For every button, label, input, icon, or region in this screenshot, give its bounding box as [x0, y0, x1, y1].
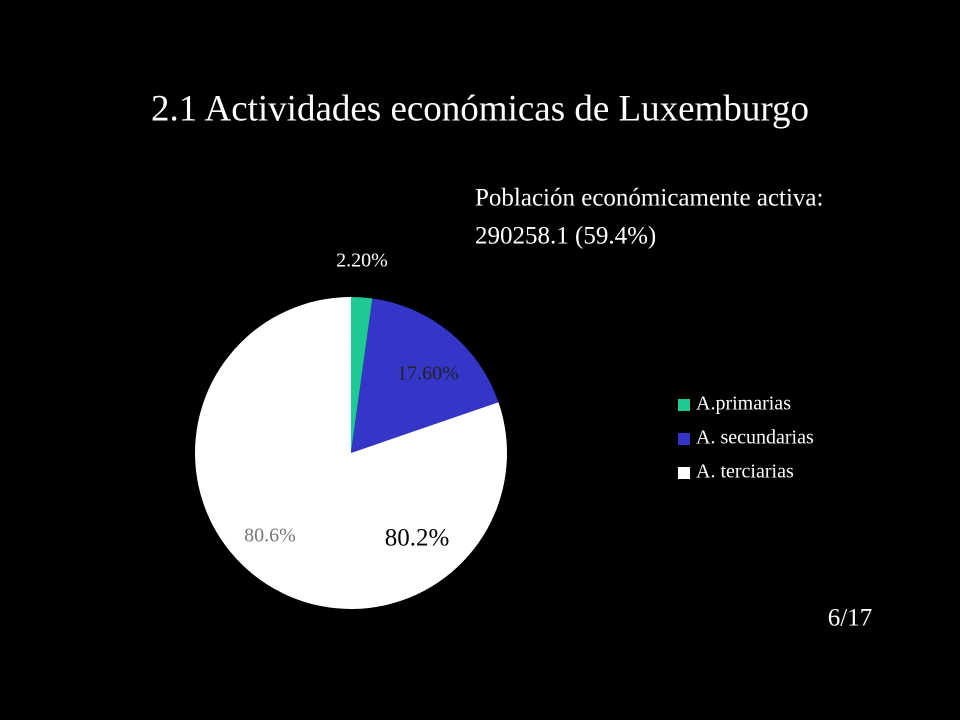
pie-slice: [195, 297, 508, 610]
legend-swatch: [678, 399, 690, 411]
pie-slice: [351, 297, 373, 453]
legend-label: A. secundarias: [696, 427, 814, 449]
subtitle: Población económicamente activa:: [475, 185, 823, 212]
slide-number: 6/17: [828, 605, 872, 632]
legend-swatch: [678, 433, 690, 445]
legend-label: A.primarias: [696, 393, 791, 415]
data-label: 80.6%: [244, 525, 296, 547]
legend-label: A. terciarias: [696, 461, 794, 483]
data-label: 17.60%: [397, 363, 459, 385]
subtitle: 290258.1 (59.4%): [475, 223, 656, 250]
legend-swatch: [678, 467, 690, 479]
pie-slice: [351, 298, 499, 453]
data-label: 2.20%: [336, 250, 388, 272]
chart-title: 2.1 Actividades económicas de Luxemburgo: [151, 88, 809, 129]
annotation: 80.2%: [385, 525, 450, 552]
